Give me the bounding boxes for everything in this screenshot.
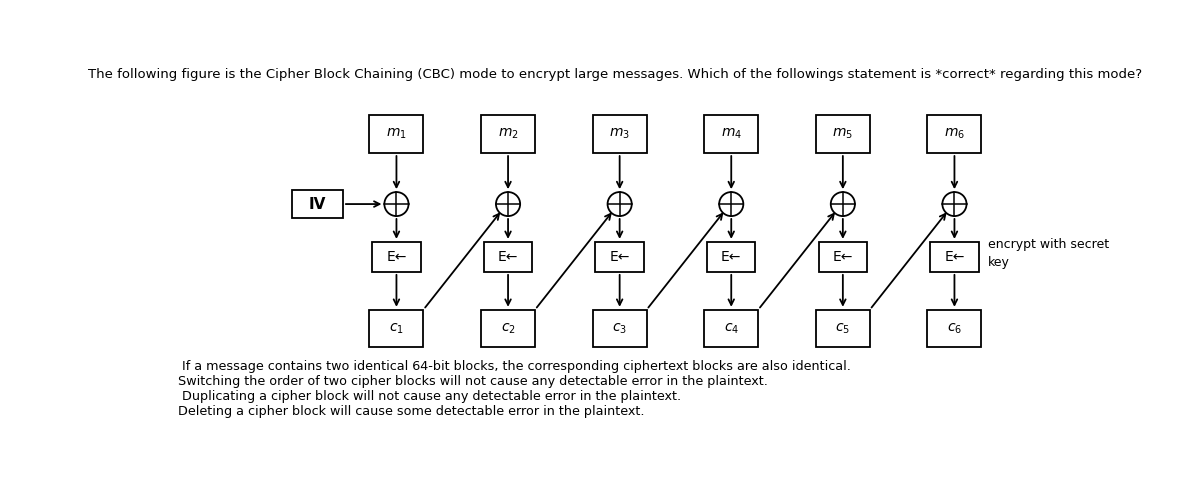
Text: $c_1$: $c_1$	[389, 321, 404, 336]
Bar	[372, 242, 421, 272]
Bar	[484, 242, 533, 272]
Text: IV: IV	[308, 196, 326, 212]
Bar	[930, 242, 979, 272]
Text: $c_5$: $c_5$	[835, 321, 851, 336]
Bar	[816, 310, 870, 347]
Bar	[593, 310, 647, 347]
Text: $c_2$: $c_2$	[500, 321, 516, 336]
Text: The following figure is the Cipher Block Chaining (CBC) mode to encrypt large me: The following figure is the Cipher Block…	[88, 68, 1142, 81]
Bar	[370, 310, 424, 347]
Bar	[593, 116, 647, 153]
Text: E←: E←	[721, 250, 742, 264]
Bar	[928, 116, 982, 153]
Bar	[481, 116, 535, 153]
Bar	[292, 190, 343, 218]
Text: E←: E←	[498, 250, 518, 264]
Bar	[704, 116, 758, 153]
Text: $m_3$: $m_3$	[610, 127, 630, 142]
Bar	[707, 242, 756, 272]
Text: E←: E←	[610, 250, 630, 264]
Text: E←: E←	[944, 250, 965, 264]
Text: $c_6$: $c_6$	[947, 321, 962, 336]
Bar	[370, 116, 424, 153]
Bar	[818, 242, 868, 272]
Text: Duplicating a cipher block will not cause any detectable error in the plaintext.: Duplicating a cipher block will not caus…	[178, 390, 682, 403]
Text: $m_6$: $m_6$	[944, 127, 965, 142]
Bar	[704, 310, 758, 347]
Text: If a message contains two identical 64-bit blocks, the corresponding ciphertext : If a message contains two identical 64-b…	[178, 360, 851, 373]
Bar	[928, 310, 982, 347]
Text: Switching the order of two cipher blocks will not cause any detectable error in : Switching the order of two cipher blocks…	[178, 375, 768, 388]
Text: Deleting a cipher block will cause some detectable error in the plaintext.: Deleting a cipher block will cause some …	[178, 405, 644, 418]
Text: $m_4$: $m_4$	[721, 127, 742, 142]
Bar	[816, 116, 870, 153]
Text: $m_2$: $m_2$	[498, 127, 518, 142]
Text: $c_4$: $c_4$	[724, 321, 739, 336]
Text: $m_1$: $m_1$	[386, 127, 407, 142]
Bar	[595, 242, 644, 272]
Text: E←: E←	[386, 250, 407, 264]
Text: $c_3$: $c_3$	[612, 321, 628, 336]
Text: E←: E←	[833, 250, 853, 264]
Text: $m_5$: $m_5$	[833, 127, 853, 142]
Bar	[481, 310, 535, 347]
Text: encrypt with secret
key: encrypt with secret key	[988, 238, 1109, 269]
